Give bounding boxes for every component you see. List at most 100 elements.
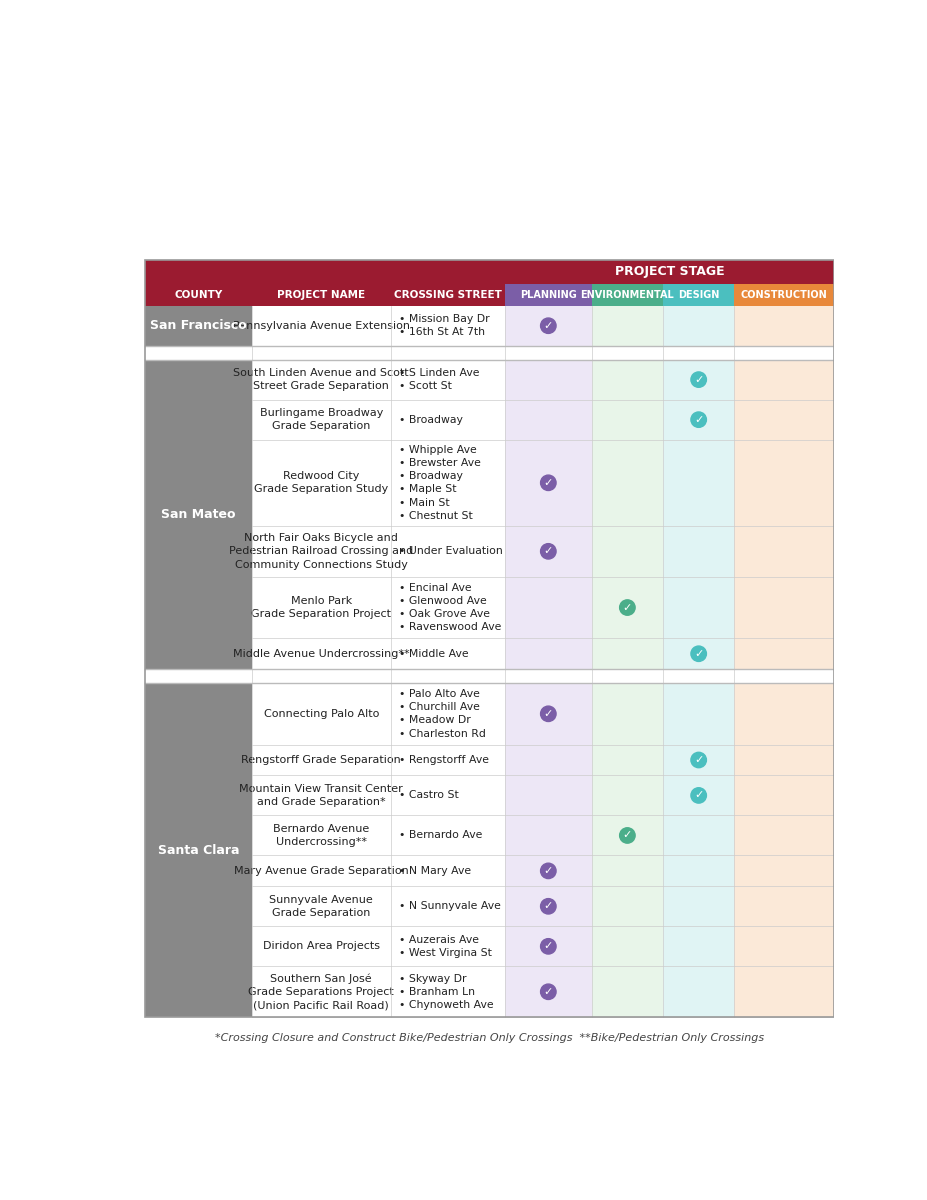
Text: San Francisco: San Francisco [150, 319, 247, 332]
Text: • Under Evaluation: • Under Evaluation [399, 546, 502, 557]
Bar [591, 966, 663, 1018]
Bar [251, 816, 391, 856]
Bar [391, 577, 505, 638]
Bar [505, 400, 591, 439]
Text: PROJECT STAGE: PROJECT STAGE [615, 265, 724, 278]
Bar [734, 284, 834, 306]
Text: Connecting Palo Alto: Connecting Palo Alto [263, 709, 379, 719]
Bar [591, 306, 663, 346]
Bar [663, 526, 734, 577]
Bar [391, 775, 505, 816]
Bar [505, 887, 591, 926]
Text: Pennsylvania Avenue Extension: Pennsylvania Avenue Extension [233, 320, 410, 331]
Bar [591, 577, 663, 638]
Bar [505, 856, 591, 887]
Bar [505, 284, 591, 306]
Text: DESIGN: DESIGN [678, 290, 719, 300]
Bar [146, 284, 251, 306]
Bar [663, 360, 734, 400]
Bar [146, 670, 834, 683]
Text: Bernardo Avenue
Undercrossing**: Bernardo Avenue Undercrossing** [273, 824, 369, 847]
Text: ✓: ✓ [543, 866, 553, 876]
Bar [505, 439, 591, 526]
Bar [146, 683, 251, 1018]
Bar [391, 926, 505, 966]
Bar [734, 966, 834, 1018]
Bar [591, 638, 663, 670]
Text: Redwood City
Grade Separation Study: Redwood City Grade Separation Study [254, 472, 388, 494]
Bar [251, 400, 391, 439]
Bar [505, 360, 591, 400]
Bar [663, 577, 734, 638]
Text: ✓: ✓ [694, 791, 704, 800]
Text: • Auzerais Ave
• West Virgina St: • Auzerais Ave • West Virgina St [399, 935, 491, 958]
Circle shape [691, 412, 706, 427]
Text: ✓: ✓ [543, 986, 553, 997]
Text: ✓: ✓ [694, 374, 704, 385]
Bar [663, 400, 734, 439]
Bar [663, 638, 734, 670]
Circle shape [540, 318, 556, 334]
Text: ENVIRONMENTAL: ENVIRONMENTAL [580, 290, 674, 300]
Bar [505, 926, 591, 966]
Text: • Encinal Ave
• Glenwood Ave
• Oak Grove Ave
• Ravenswood Ave: • Encinal Ave • Glenwood Ave • Oak Grove… [399, 583, 502, 632]
Bar [251, 856, 391, 887]
Bar [663, 683, 734, 744]
Bar [591, 744, 663, 775]
Bar [591, 856, 663, 887]
Bar [734, 926, 834, 966]
Bar [146, 360, 251, 670]
Text: Mary Avenue Grade Separation: Mary Avenue Grade Separation [234, 866, 409, 876]
Text: ✓: ✓ [543, 901, 553, 911]
Bar [663, 439, 734, 526]
Bar [734, 526, 834, 577]
Bar [391, 683, 505, 744]
Bar [591, 887, 663, 926]
Bar [251, 683, 391, 744]
Text: ✓: ✓ [543, 478, 553, 487]
Bar [391, 360, 505, 400]
Bar [391, 400, 505, 439]
Text: Santa Clara: Santa Clara [158, 844, 239, 857]
Bar [591, 816, 663, 856]
Text: ✓: ✓ [543, 546, 553, 557]
Bar [663, 887, 734, 926]
Text: Sunnyvale Avenue
Grade Separation: Sunnyvale Avenue Grade Separation [270, 895, 374, 918]
Text: ✓: ✓ [543, 320, 553, 331]
Bar [591, 926, 663, 966]
Bar [591, 683, 663, 744]
Text: PROJECT NAME: PROJECT NAME [277, 290, 365, 300]
Bar [663, 966, 734, 1018]
Bar [391, 526, 505, 577]
Bar [591, 284, 663, 306]
Bar [146, 259, 834, 1018]
Circle shape [691, 752, 706, 768]
Bar [146, 259, 834, 284]
Bar [734, 439, 834, 526]
Bar [251, 887, 391, 926]
Text: San Mateo: San Mateo [161, 508, 235, 521]
Bar [734, 360, 834, 400]
Text: ✓: ✓ [694, 649, 704, 659]
Bar [251, 638, 391, 670]
Bar [734, 816, 834, 856]
Bar [251, 577, 391, 638]
Bar [251, 526, 391, 577]
Bar [663, 775, 734, 816]
Bar [663, 856, 734, 887]
Bar [505, 306, 591, 346]
Bar [591, 439, 663, 526]
Circle shape [540, 899, 556, 914]
Bar [591, 360, 663, 400]
Bar [391, 887, 505, 926]
Bar [663, 816, 734, 856]
Circle shape [619, 828, 635, 844]
Bar [663, 306, 734, 346]
Circle shape [540, 984, 556, 1000]
Text: Menlo Park
Grade Separation Project: Menlo Park Grade Separation Project [251, 596, 391, 619]
Bar [391, 966, 505, 1018]
Bar [146, 306, 251, 346]
Text: CROSSING STREET: CROSSING STREET [394, 290, 502, 300]
Bar [591, 400, 663, 439]
Bar [251, 439, 391, 526]
